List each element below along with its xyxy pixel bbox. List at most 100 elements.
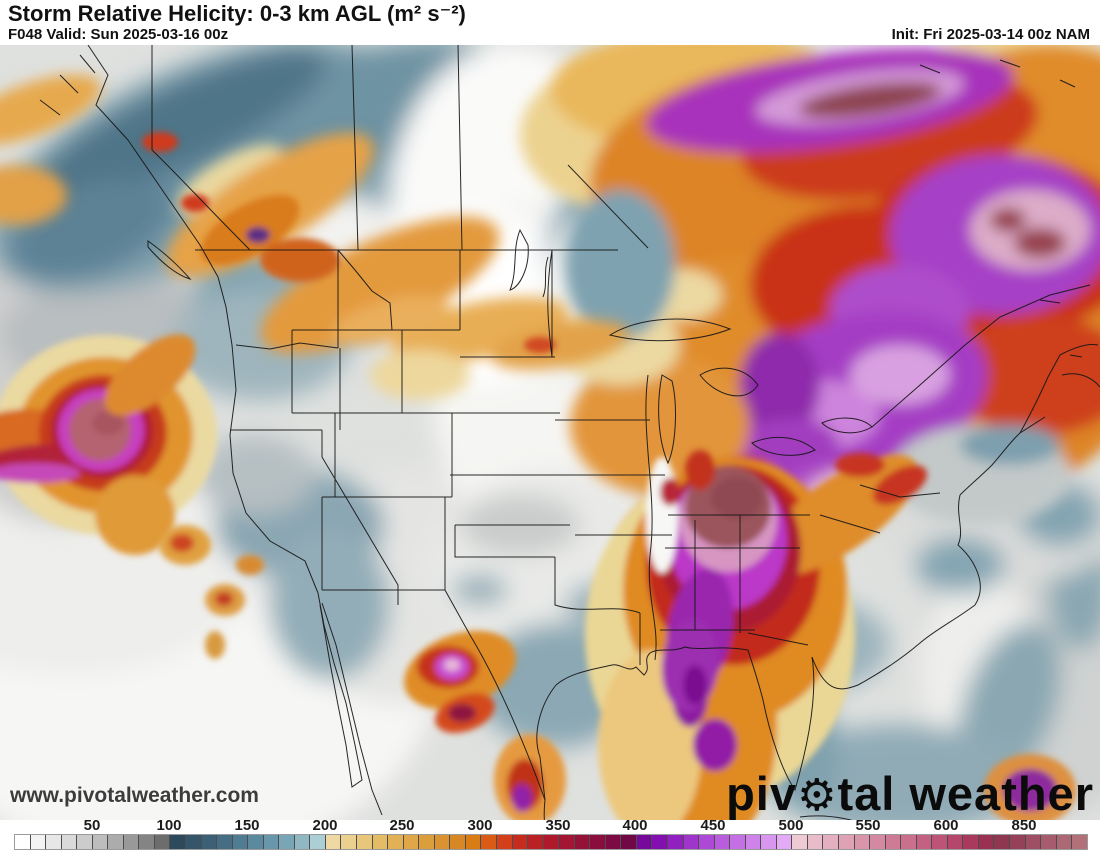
gear-icon: ⚙: [797, 771, 838, 820]
colorbar-tick-label: 150: [234, 817, 260, 834]
colorbar: 50 100 150 200 250 300 350 400 450 500 550 600 850: [0, 817, 1100, 850]
colorbar-cell: [916, 835, 933, 849]
colorbar-tick-label: 400: [622, 817, 648, 834]
colorbar-cell: [434, 835, 451, 849]
colorbar-cell: [248, 835, 264, 849]
colorbar-cell: [1072, 835, 1087, 849]
colorbar-cell: [1025, 835, 1042, 849]
colorbar-tick-label: 100: [156, 817, 182, 834]
colorbar-cell: [46, 835, 62, 849]
colorbar-cell: [543, 835, 560, 849]
colorbar-cell: [30, 835, 47, 849]
colorbar-cell: [870, 835, 886, 849]
colorbar-cell: [621, 835, 637, 849]
colorbar-cell: [574, 835, 591, 849]
colorbar-cell: [761, 835, 777, 849]
colorbar-cell: [403, 835, 420, 849]
colorbar-cell: [92, 835, 109, 849]
field-oregon-bullseye: [0, 334, 217, 555]
colorbar-cell: [652, 835, 668, 849]
init-time-label: Init: Fri 2025-03-14 00z NAM: [891, 26, 1090, 43]
colorbar-tick-label: 50: [83, 817, 101, 834]
brand-text-left: piv: [726, 767, 797, 820]
colorbar-cell: [699, 835, 715, 849]
colorbar-tick-label: 500: [778, 817, 804, 834]
colorbar-cell: [465, 835, 482, 849]
colorbar-cell: [590, 835, 606, 849]
colorbar-tick-label: 450: [700, 817, 726, 834]
field-mexico: [404, 630, 566, 820]
colorbar-cell: [636, 835, 653, 849]
colorbar-cell: [823, 835, 839, 849]
colorbar-cell: [186, 835, 202, 849]
colorbar-cell: [154, 835, 171, 849]
colorbar-cell: [279, 835, 295, 849]
colorbar-cell: [372, 835, 389, 849]
colorbar-cell: [854, 835, 871, 849]
colorbar-cell: [559, 835, 575, 849]
colorbar-cell: [994, 835, 1010, 849]
page-title: Storm Relative Helicity: 0-3 km AGL (m² …: [8, 1, 466, 26]
colorbar-cell: [357, 835, 373, 849]
colorbar-cell: [978, 835, 995, 849]
colorbar-cell: [1041, 835, 1057, 849]
colorbar-cell: [730, 835, 746, 849]
map-borders: [39, 45, 1100, 820]
colorbar-cell: [388, 835, 404, 849]
colorbar-cell: [294, 835, 311, 849]
colorbar-cell: [325, 835, 342, 849]
colorbar-cell: [947, 835, 964, 849]
colorbar-cell: [108, 835, 124, 849]
colorbar-cell: [450, 835, 466, 849]
colorbar-cell: [667, 835, 684, 849]
colorbar-cell: [170, 835, 187, 849]
header: Storm Relative Helicity: 0-3 km AGL (m² …: [0, 0, 1100, 45]
colorbar-cell: [885, 835, 902, 849]
colorbar-tick-label: 350: [545, 817, 571, 834]
colorbar-cell: [745, 835, 762, 849]
colorbar-tick-label: 600: [933, 817, 959, 834]
colorbar-cell: [776, 835, 793, 849]
colorbar-cell: [1010, 835, 1026, 849]
colorbar-cell: [963, 835, 979, 849]
colorbar-cell: [77, 835, 93, 849]
valid-time-label: F048 Valid: Sun 2025-03-16 00z: [8, 26, 229, 43]
brand-text-right: tal weather: [837, 767, 1094, 820]
colorbar-cell: [481, 835, 497, 849]
colorbar-cell: [512, 835, 529, 849]
colorbar-cell: [15, 835, 31, 849]
helicity-map: www.pivotalweather.com piv⚙tal weather: [0, 45, 1100, 820]
colorbar-cell: [419, 835, 435, 849]
colorbar-cell: [201, 835, 218, 849]
colorbar-cell: [932, 835, 948, 849]
colorbar-cell: [901, 835, 917, 849]
colorbar-cell: [807, 835, 824, 849]
colorbar-cell: [838, 835, 855, 849]
colorbar-cell: [139, 835, 155, 849]
colorbar-cell: [232, 835, 249, 849]
field-west-spots: [159, 525, 264, 659]
colorbar-tick-label: 850: [1011, 817, 1037, 834]
colorbar-cell: [263, 835, 280, 849]
colorbar-tick-label: 300: [467, 817, 493, 834]
colorbar-cell: [683, 835, 700, 849]
brand-watermark: piv⚙tal weather: [726, 770, 1094, 818]
site-url-watermark: www.pivotalweather.com: [10, 784, 259, 807]
colorbar-cell: [714, 835, 731, 849]
colorbar-cell: [217, 835, 233, 849]
colorbar-cell: [792, 835, 808, 849]
colorbar-cell: [496, 835, 513, 849]
colorbar-cell: [528, 835, 544, 849]
colorbar-cell: [605, 835, 622, 849]
colorbar-tick-labels: 50 100 150 200 250 300 350 400 450 500 550 600 850: [0, 817, 1100, 834]
helicity-field-svg: [0, 45, 1100, 820]
colorbar-cell: [61, 835, 78, 849]
colorbar-scale: [14, 834, 1088, 850]
field-northwest-cores: [142, 132, 556, 353]
colorbar-cell: [1056, 835, 1073, 849]
colorbar-cell: [341, 835, 358, 849]
colorbar-tick-label: 550: [855, 817, 881, 834]
colorbar-cell: [123, 835, 140, 849]
colorbar-tick-label: 200: [312, 817, 338, 834]
